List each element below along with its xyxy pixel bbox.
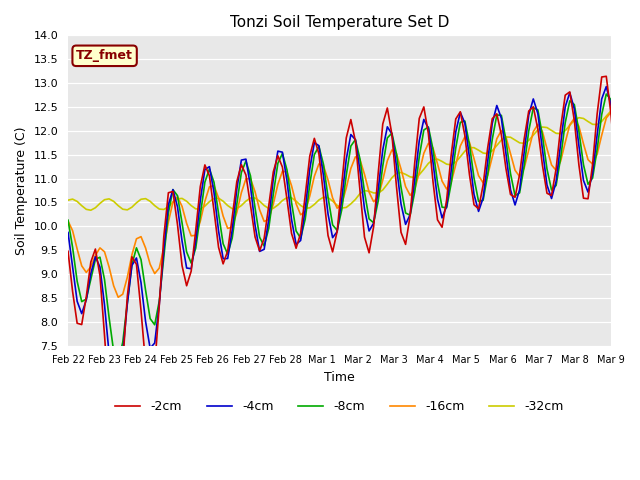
Y-axis label: Soil Temperature (C): Soil Temperature (C) <box>15 126 28 255</box>
X-axis label: Time: Time <box>324 371 355 384</box>
Title: Tonzi Soil Temperature Set D: Tonzi Soil Temperature Set D <box>230 15 449 30</box>
Text: TZ_fmet: TZ_fmet <box>76 49 133 62</box>
Legend: -2cm, -4cm, -8cm, -16cm, -32cm: -2cm, -4cm, -8cm, -16cm, -32cm <box>110 396 569 418</box>
